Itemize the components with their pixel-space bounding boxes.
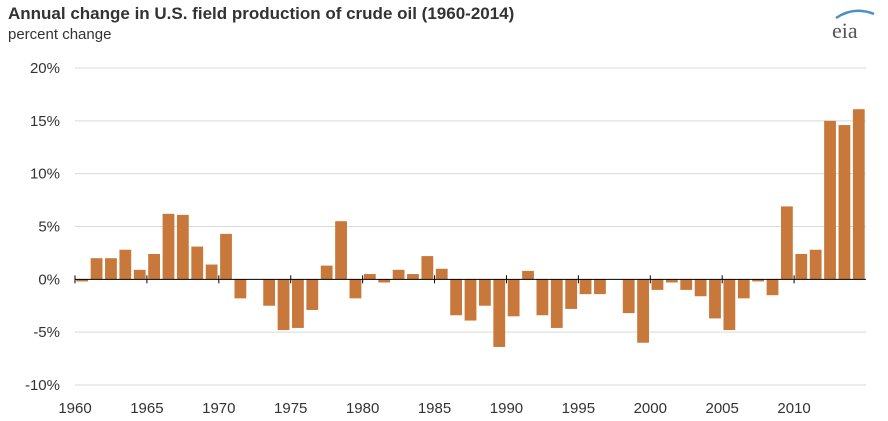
bar bbox=[205, 264, 218, 280]
bar bbox=[263, 279, 276, 306]
y-tick-label: -10% bbox=[25, 377, 60, 394]
bar bbox=[176, 214, 189, 280]
y-tick-label: 5% bbox=[38, 219, 60, 236]
bar bbox=[852, 109, 865, 280]
bar bbox=[507, 279, 520, 317]
bar bbox=[838, 125, 851, 280]
bar bbox=[809, 249, 822, 280]
chart-title: Annual change in U.S. field production o… bbox=[8, 4, 515, 23]
y-tick-label: 10% bbox=[30, 166, 60, 183]
x-tick-label: 1980 bbox=[346, 400, 379, 417]
x-tick-label: 1960 bbox=[58, 400, 91, 417]
bar bbox=[76, 279, 89, 282]
bar bbox=[378, 279, 391, 283]
bar bbox=[162, 213, 175, 280]
bar bbox=[105, 258, 117, 280]
bar bbox=[421, 256, 434, 280]
bar bbox=[579, 279, 592, 295]
bar bbox=[766, 279, 779, 296]
bar bbox=[752, 279, 765, 282]
x-tick-labels: 1960 1965 1970 1975 1980 1985 1990 1995 2000 2005… bbox=[58, 400, 810, 417]
bar bbox=[464, 279, 477, 321]
y-tick-label: 20% bbox=[30, 60, 60, 77]
bar bbox=[622, 279, 635, 314]
bar bbox=[536, 279, 549, 316]
bar bbox=[781, 206, 793, 280]
bar bbox=[594, 279, 606, 295]
bar bbox=[349, 279, 362, 299]
bar bbox=[392, 269, 405, 280]
x-tick-label: 1965 bbox=[130, 400, 163, 417]
x-tick-label: 2000 bbox=[634, 400, 667, 417]
y-axis-unit-label: percent change bbox=[8, 26, 112, 43]
x-tick-label: 1985 bbox=[418, 400, 451, 417]
bar bbox=[407, 274, 419, 280]
y-tick-labels: 20% 15% 10% 5% 0% -5% -10% bbox=[25, 60, 60, 394]
y-tick-label: 15% bbox=[30, 113, 60, 130]
bar bbox=[709, 279, 721, 319]
bar bbox=[191, 246, 204, 280]
y-tick-label: 0% bbox=[38, 271, 60, 288]
x-tick-label: 1970 bbox=[202, 400, 235, 417]
bar bbox=[737, 279, 750, 299]
eia-logo-arc bbox=[835, 9, 875, 20]
gridlines bbox=[75, 67, 866, 386]
axes bbox=[74, 275, 866, 284]
bar bbox=[651, 279, 664, 290]
bar bbox=[450, 279, 463, 316]
bar bbox=[119, 249, 132, 280]
x-tick-label: 1990 bbox=[490, 400, 523, 417]
bar bbox=[493, 279, 506, 347]
bar bbox=[320, 265, 333, 280]
x-tick-label: 1995 bbox=[562, 400, 595, 417]
bar bbox=[694, 279, 707, 297]
bar bbox=[277, 279, 290, 331]
x-tick-label: 2005 bbox=[705, 400, 738, 417]
bar bbox=[637, 279, 649, 343]
x-tick-label: 1975 bbox=[274, 400, 307, 417]
bar bbox=[335, 221, 347, 280]
eia-logo-icon: eia bbox=[832, 9, 875, 43]
bar bbox=[234, 279, 247, 299]
bar bbox=[522, 270, 534, 280]
eia-logo: eia bbox=[820, 4, 880, 43]
y-tick-label: -5% bbox=[33, 324, 60, 341]
bar bbox=[90, 258, 103, 280]
bars bbox=[76, 109, 865, 347]
bar bbox=[435, 268, 448, 280]
bar bbox=[363, 274, 376, 280]
bar bbox=[723, 279, 736, 331]
bar bbox=[795, 253, 808, 280]
bar bbox=[306, 279, 319, 310]
x-tick-label: 2010 bbox=[777, 400, 810, 417]
bar bbox=[824, 120, 836, 280]
eia-logo-text: eia bbox=[832, 18, 858, 42]
bar bbox=[680, 279, 693, 290]
bar bbox=[565, 279, 578, 309]
bar bbox=[292, 279, 304, 328]
bar bbox=[550, 279, 563, 328]
bar bbox=[478, 279, 491, 306]
bar bbox=[133, 269, 146, 280]
bar bbox=[665, 279, 678, 283]
bar bbox=[220, 233, 232, 280]
bar bbox=[148, 253, 160, 280]
